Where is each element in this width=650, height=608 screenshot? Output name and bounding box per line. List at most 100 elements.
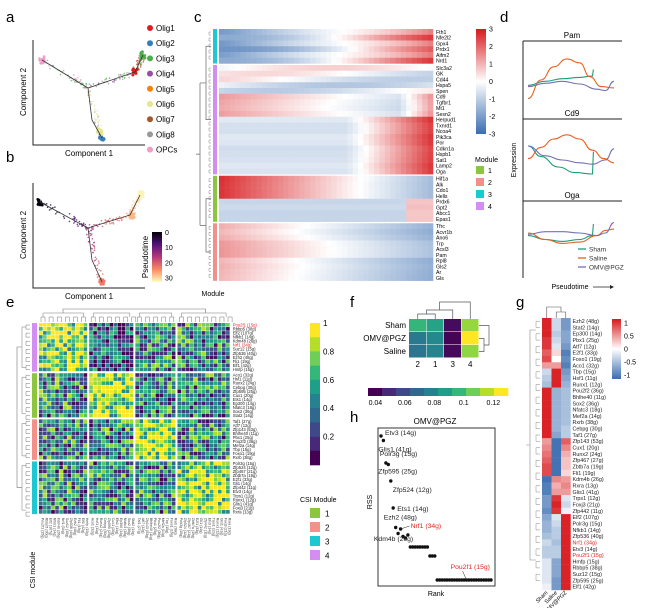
heatmap-cell (267, 128, 273, 135)
heatmap-cell (55, 435, 59, 440)
heatmap-cell (51, 327, 55, 331)
heatmap-cell (422, 88, 428, 94)
heatmap-cell (358, 65, 364, 71)
heatmap-cell (379, 70, 386, 77)
heatmap-cell (293, 34, 300, 41)
heatmap-cell (561, 545, 571, 553)
heatmap-cell (379, 252, 386, 258)
heatmap-cell (411, 216, 418, 222)
heatmap-cell (89, 477, 93, 482)
regulon-label: Zfp536 (40g) (233, 351, 258, 356)
heatmap-cell (135, 367, 139, 372)
heatmap-cell (331, 193, 337, 199)
heatmap-cell (79, 443, 84, 448)
heatmap-cell (542, 533, 552, 540)
heatmap-cell (326, 99, 332, 106)
regulon-label: Cux1 (20g) (573, 446, 600, 452)
heatmap-cell (83, 327, 88, 331)
heatmap-cell (167, 413, 172, 418)
heatmap-cell (320, 204, 327, 211)
heatmap-cell (219, 269, 225, 276)
heatmap-cell (125, 510, 130, 514)
cell-point (82, 83, 84, 85)
heatmap-cell (358, 275, 364, 281)
heatmap-cell (411, 151, 418, 158)
heatmap-cell (63, 331, 67, 335)
heatmap-cell (151, 327, 156, 331)
heatmap-cell (384, 52, 391, 58)
colorbar-segment (310, 436, 320, 452)
heatmap-cell (105, 413, 110, 418)
heatmap-cell (256, 269, 263, 276)
heatmap-cell (101, 435, 105, 440)
heatmap-cell (261, 65, 268, 71)
heatmap-cell (384, 82, 391, 89)
heatmap-cell (245, 216, 252, 222)
heatmap-cell (109, 465, 114, 470)
heatmap-cell (151, 477, 156, 482)
heatmap-cell (416, 263, 423, 270)
heatmap-cell (320, 76, 327, 83)
heatmap-cell (47, 497, 51, 502)
heatmap-cell (288, 88, 295, 94)
row-dendrogram-branch (208, 151, 211, 156)
heatmap-cell (293, 168, 300, 175)
heatmap-cell (542, 336, 552, 344)
heatmap-cell (226, 381, 230, 385)
heatmap-cell (155, 510, 160, 514)
heatmap-cell (293, 240, 300, 247)
heatmap-cell (277, 134, 284, 140)
heatmap-cell (67, 477, 71, 482)
heatmap-cell (139, 343, 144, 347)
heatmap-cell (293, 223, 300, 230)
heatmap-cell (109, 485, 114, 490)
heatmap-cell (368, 145, 375, 152)
heatmap-cell (342, 128, 348, 135)
heatmap-cell (384, 162, 391, 169)
heatmap-cell (400, 99, 407, 106)
heatmap-cell (390, 40, 396, 47)
regulon-label: Bhlhe40 (11g) (573, 395, 607, 401)
gene-label: Oga (436, 169, 446, 175)
row-dendrogram-branch (535, 320, 540, 328)
heatmap-cell (79, 381, 84, 385)
heatmap-cell (299, 193, 305, 199)
heatmap-cell (109, 423, 114, 428)
heatmap-cell (272, 252, 279, 258)
colorbar-tick-label: 0 (624, 347, 628, 354)
heatmap-cell (256, 210, 263, 217)
heatmap-cell (83, 367, 88, 372)
heatmap-cell (416, 187, 423, 194)
heatmap-cell (390, 134, 396, 140)
heatmap-cell (55, 439, 59, 444)
heatmap-cell (240, 257, 247, 264)
heatmap-cell (256, 223, 263, 230)
heatmap-cell (67, 393, 71, 398)
column-label: Glis1 (41g) (219, 518, 223, 536)
heatmap-cell (315, 223, 321, 230)
heatmap-cell (113, 465, 118, 470)
heatmap-cell (395, 246, 402, 253)
heatmap-cell (400, 246, 407, 253)
heatmap-cell (135, 409, 139, 414)
heatmap-cell (89, 359, 93, 364)
heatmap-cell (277, 210, 284, 217)
heatmap-cell (143, 427, 148, 432)
trajectory-branch (39, 194, 141, 229)
heatmap-cell (117, 431, 122, 436)
heatmap-cell (304, 162, 311, 169)
heatmap-cell (47, 435, 51, 440)
heatmap-cell (304, 187, 311, 194)
column-dendrogram-branch (40, 316, 46, 322)
heatmap-cell (177, 439, 182, 444)
heatmap-cell (105, 347, 110, 351)
heatmap-cell (342, 210, 348, 217)
heatmap-cell (109, 455, 114, 460)
heatmap-cell (347, 204, 354, 211)
heatmap-cell (125, 451, 130, 456)
heatmap-cell (167, 493, 172, 498)
heatmap-cell (75, 327, 80, 331)
heatmap-cell (336, 216, 343, 222)
gene-label: Nrd1 (436, 59, 447, 65)
heatmap-cell (189, 501, 194, 506)
